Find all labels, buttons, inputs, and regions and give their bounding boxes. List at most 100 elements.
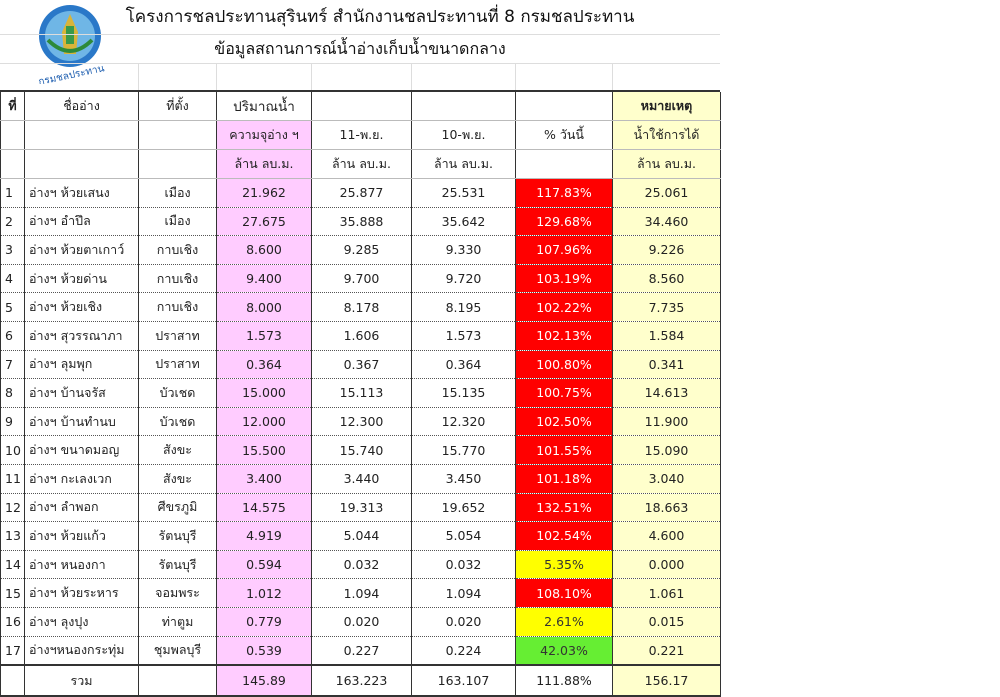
- capacity: 0.364: [216, 350, 312, 380]
- col-name-header: ชื่ออ่าง: [24, 92, 139, 121]
- volume-date1: 0.032: [311, 550, 412, 580]
- volume-date2: 25.531: [411, 178, 516, 208]
- table-row: 11 อ่างฯ กะเลงเวก สังขะ 3.400 3.440 3.450 101.…: [0, 464, 721, 494]
- volume-date2: 15.135: [411, 378, 516, 408]
- reservoir-name: อ่างฯ ห้วยด่าน: [24, 264, 139, 294]
- total-label: รวม: [24, 664, 139, 697]
- capacity: 1.573: [216, 321, 312, 351]
- percent-today: 101.18%: [515, 464, 613, 494]
- blank-row: [0, 63, 720, 92]
- volume-date1: 12.300: [311, 407, 412, 437]
- volume-date2: 0.364: [411, 350, 516, 380]
- usable-volume: 0.015: [612, 607, 721, 637]
- location: รัตนบุรี: [138, 550, 217, 580]
- volume-date2: 35.642: [411, 207, 516, 237]
- location: ศีขรภูมิ: [138, 493, 217, 523]
- usable-volume: 34.460: [612, 207, 721, 237]
- percent-today: 102.13%: [515, 321, 613, 351]
- table-row: 8 อ่างฯ บ้านจรัส บัวเชด 15.000 15.113 15.135 1…: [0, 378, 721, 408]
- volume-date2: 8.195: [411, 292, 516, 322]
- volume-date2: 1.094: [411, 578, 516, 608]
- total-date1: 163.223: [311, 664, 412, 697]
- page-subtitle: ข้อมูลสถานการณ์น้ำอ่างเก็บน้ำขนาดกลาง: [0, 35, 720, 64]
- reservoir-name: อ่างฯ บ้านจรัส: [24, 378, 139, 408]
- row-number: 6: [0, 321, 25, 351]
- volume-date1: 35.888: [311, 207, 412, 237]
- volume-date2: 5.054: [411, 521, 516, 551]
- unit-label: ล้าน ลบ.ม.: [612, 149, 721, 179]
- row-number: 7: [0, 350, 25, 380]
- usable-volume: 0.341: [612, 350, 721, 380]
- table-row: 14 อ่างฯ หนองกา รัตนบุรี 0.594 0.032 0.032 5.3…: [0, 550, 721, 580]
- volume-date1: 1.094: [311, 578, 412, 608]
- total-date2: 163.107: [411, 664, 516, 697]
- location: ชุมพลบุรี: [138, 636, 217, 666]
- table-row: 15 อ่างฯ ห้วยระหาร จอมพระ 1.012 1.094 1.094 10…: [0, 578, 721, 608]
- row-number: 8: [0, 378, 25, 408]
- usable-volume: 4.600: [612, 521, 721, 551]
- percent-today: 100.80%: [515, 350, 613, 380]
- table-row: 16 อ่างฯ ลุงปุง ท่าตูม 0.779 0.020 0.020 2.61%…: [0, 607, 721, 637]
- header-row-3: ล้าน ลบ.ม. ล้าน ลบ.ม. ล้าน ลบ.ม. ล้าน ลบ…: [0, 149, 721, 179]
- unit-label: ล้าน ลบ.ม.: [216, 149, 312, 179]
- table-row: 6 อ่างฯ สุวรรณาภา ปราสาท 1.573 1.606 1.573 102…: [0, 321, 721, 351]
- col-date1-header: 11-พ.ย.: [311, 120, 412, 150]
- col-usable-header: น้ำใช้การได้: [612, 120, 721, 150]
- volume-date1: 25.877: [311, 178, 412, 208]
- table-row: 12 อ่างฯ ลำพอก ศีขรภูมิ 14.575 19.313 19.652 1…: [0, 493, 721, 523]
- reservoir-name: อ่างฯ กะเลงเวก: [24, 464, 139, 494]
- location: กาบเชิง: [138, 235, 217, 265]
- royal-irrigation-department-logo: กรมชลประทาน: [38, 5, 106, 84]
- total-usable: 156.17: [612, 664, 721, 697]
- volume-date2: 3.450: [411, 464, 516, 494]
- empty-cell: [515, 149, 613, 179]
- location: ปราสาท: [138, 321, 217, 351]
- percent-today: 117.83%: [515, 178, 613, 208]
- volume-date1: 15.113: [311, 378, 412, 408]
- percent-today: 103.19%: [515, 264, 613, 294]
- capacity: 21.962: [216, 178, 312, 208]
- capacity: 15.500: [216, 435, 312, 465]
- percent-today: 101.55%: [515, 435, 613, 465]
- volume-date1: 9.700: [311, 264, 412, 294]
- usable-volume: 18.663: [612, 493, 721, 523]
- empty-cell: [138, 149, 217, 179]
- volume-date1: 0.020: [311, 607, 412, 637]
- capacity: 9.400: [216, 264, 312, 294]
- reservoir-name: อ่างฯ หนองกา: [24, 550, 139, 580]
- col-remark-header: หมายเหตุ: [612, 92, 721, 121]
- table-row: 7 อ่างฯ ลุมพุก ปราสาท 0.364 0.367 0.364 100.80…: [0, 350, 721, 380]
- empty-cell: [24, 149, 139, 179]
- empty-cell: [311, 92, 412, 121]
- row-number: 12: [0, 493, 25, 523]
- volume-date2: 0.032: [411, 550, 516, 580]
- row-number: 16: [0, 607, 25, 637]
- percent-today: 102.50%: [515, 407, 613, 437]
- row-number: 4: [0, 264, 25, 294]
- col-location-header: ที่ตั้ง: [138, 92, 217, 121]
- empty-cell: [138, 664, 217, 697]
- volume-date2: 9.720: [411, 264, 516, 294]
- unit-label: ล้าน ลบ.ม.: [411, 149, 516, 179]
- reservoir-name: อ่างฯ ลุมพุก: [24, 350, 139, 380]
- reservoir-name: อ่างฯหนองกระทุ่ม: [24, 636, 139, 666]
- volume-date1: 0.367: [311, 350, 412, 380]
- volume-date2: 9.330: [411, 235, 516, 265]
- row-number: 15: [0, 578, 25, 608]
- reservoir-name: อ่างฯ ห้วยตาเกาว์: [24, 235, 139, 265]
- row-number: 9: [0, 407, 25, 437]
- table-row: 3 อ่างฯ ห้วยตาเกาว์ กาบเชิง 8.600 9.285 9.330…: [0, 235, 721, 265]
- row-number: 3: [0, 235, 25, 265]
- table-row: 4 อ่างฯ ห้วยด่าน กาบเชิง 9.400 9.700 9.720 103…: [0, 264, 721, 294]
- empty-cell: [411, 92, 516, 121]
- col-capacity-header: ความจุอ่าง ฯ: [216, 120, 312, 150]
- capacity: 0.594: [216, 550, 312, 580]
- volume-date2: 1.573: [411, 321, 516, 351]
- capacity: 3.400: [216, 464, 312, 494]
- capacity: 0.779: [216, 607, 312, 637]
- row-number: 11: [0, 464, 25, 494]
- usable-volume: 11.900: [612, 407, 721, 437]
- row-number: 1: [0, 178, 25, 208]
- reservoir-name: อ่างฯ ขนาดมอญ: [24, 435, 139, 465]
- reservoir-name: อ่างฯ สุวรรณาภา: [24, 321, 139, 351]
